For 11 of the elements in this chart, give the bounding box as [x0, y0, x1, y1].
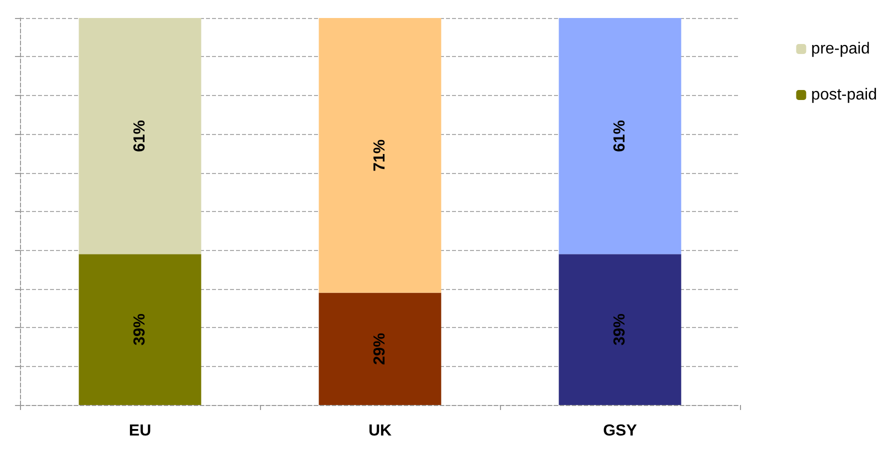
- x-tick-label: EU: [128, 422, 152, 440]
- data-label: 61%: [612, 120, 628, 152]
- data-label: 71%: [372, 139, 388, 172]
- data-label: 29%: [372, 332, 388, 365]
- data-label: 61%: [132, 120, 148, 152]
- legend-label: post-paid: [811, 86, 878, 104]
- x-tick-label: UK: [368, 422, 392, 440]
- x-tick-label: GSY: [603, 422, 638, 440]
- data-label: 39%: [132, 314, 148, 346]
- legend-label: pre-paid: [811, 40, 870, 58]
- data-label: 39%: [612, 314, 628, 346]
